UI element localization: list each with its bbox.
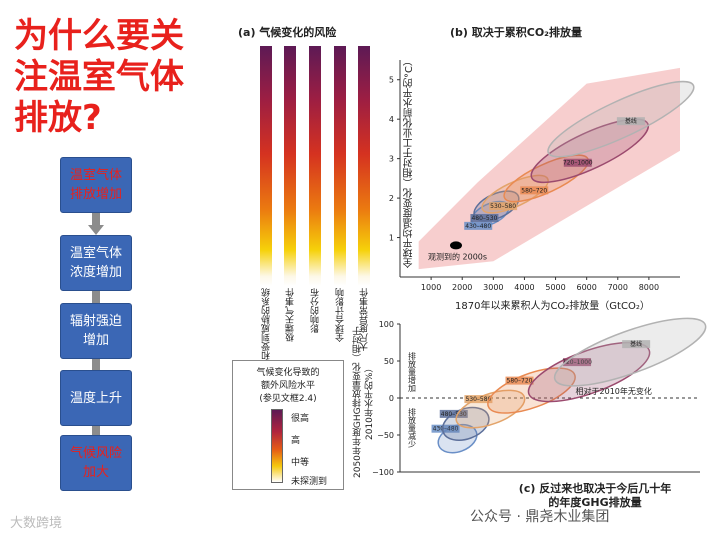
risk-bar bbox=[284, 46, 296, 286]
scenario-label: 480–530 bbox=[471, 215, 497, 222]
risk-bar bbox=[334, 46, 346, 286]
legend-level: 中等 bbox=[291, 458, 310, 468]
scenario-tag bbox=[464, 395, 493, 404]
scenario-tag bbox=[505, 376, 534, 385]
x-tick-label: 2000 bbox=[452, 283, 472, 292]
panel-c-caption-line: 的年度GHG排放量 bbox=[548, 496, 642, 509]
scenario-tag bbox=[616, 117, 645, 126]
watermark-right: 公众号 · 鼎尧木业集团 bbox=[470, 509, 610, 525]
emissions-increase-label: 排放量增加 bbox=[408, 351, 417, 393]
y-tick-label: −100 bbox=[372, 468, 394, 477]
x-tick-label: 1000 bbox=[421, 283, 441, 292]
scenario-label: 530–580 bbox=[465, 396, 491, 403]
flow-box-emissions: 温室气体排放增加 bbox=[60, 157, 132, 213]
scenario-tag bbox=[431, 424, 460, 433]
panel-b-ylabel: 全球平均温度变化（相对于工业化前水平的°C） bbox=[404, 56, 415, 268]
flow-box-risk: 气候风险加大 bbox=[60, 435, 132, 491]
panel-b-title: (b) 取决于累积CO₂排放量 bbox=[450, 26, 582, 39]
panel-c-ylabel: 2050年年度GHG排放量变化（相对于2010年水平的%） bbox=[353, 326, 375, 478]
y-tick-label: 1 bbox=[389, 234, 394, 243]
x-tick-label: 8000 bbox=[639, 283, 659, 292]
scenario-tag bbox=[470, 213, 499, 222]
flow-box-forcing: 辐射强迫增加 bbox=[60, 303, 132, 359]
scenario-label: 720–1000 bbox=[562, 359, 592, 366]
panel-c-chart: 100 50 0 −50 −100 430–480 480–530 530–580 580–72… bbox=[372, 317, 707, 477]
watermark-left: 大数跨境 bbox=[10, 516, 63, 531]
scenario-ellipse bbox=[527, 341, 651, 403]
scenario-tag bbox=[563, 358, 592, 367]
panel-c-caption-line: (c) 反过来也取决于今后几十年 bbox=[518, 482, 672, 495]
risk-label: 影响的分布 bbox=[311, 288, 321, 333]
risk-label: 全球合计影响 bbox=[336, 288, 346, 342]
x-tick-label: 3000 bbox=[483, 283, 503, 292]
scenario-label: 530–580 bbox=[490, 203, 516, 210]
y-tick-label: 50 bbox=[384, 357, 394, 366]
legend-level: 未探测到 bbox=[291, 477, 328, 487]
observed-2000s-point bbox=[450, 241, 462, 250]
panel-b-xlabel: 1870年以来累积人为CO₂排放量（GtCO₂） bbox=[455, 301, 650, 312]
emissions-decrease-label: 排放量减少 bbox=[408, 407, 417, 448]
scenario-label: 580–720 bbox=[507, 378, 533, 385]
scenario-label: 430–480 bbox=[433, 426, 459, 433]
scenario-ellipse bbox=[553, 317, 707, 387]
scenario-ellipse bbox=[487, 367, 576, 414]
flow-box-temperature: 温度上升 bbox=[60, 370, 132, 426]
no-change-label: 相对于2010年无变化 bbox=[576, 386, 652, 396]
y-tick-label: 4 bbox=[389, 115, 394, 124]
scenario-tag bbox=[464, 221, 493, 230]
risk-bar bbox=[309, 46, 321, 286]
legend-level: 高 bbox=[291, 436, 301, 446]
legend-title-line: 气候变化导致的 bbox=[256, 368, 320, 378]
page-title: 为什么要关注温室气体排放? bbox=[14, 16, 184, 138]
y-tick-label: 5 bbox=[389, 76, 394, 85]
x-tick-label: 6000 bbox=[576, 283, 596, 292]
risk-bar bbox=[358, 46, 370, 286]
scenario-label: 580–720 bbox=[521, 187, 547, 194]
panel-a-title: (a) 气候变化的风险 bbox=[238, 26, 337, 39]
y-tick-label: −50 bbox=[377, 431, 394, 440]
legend-gradient bbox=[271, 409, 283, 483]
legend-title-line: 额外风险水平 bbox=[260, 381, 315, 391]
legend-title-line: (参见文框2.4) bbox=[259, 394, 317, 404]
y-tick-label: 0 bbox=[389, 394, 394, 403]
flow-box-concentration: 温室气体浓度增加 bbox=[60, 235, 132, 291]
scenario-label: 基线 bbox=[630, 340, 642, 348]
scenario-label: 720–1000 bbox=[563, 160, 593, 167]
scenario-tag bbox=[622, 340, 651, 349]
scenario-tag bbox=[439, 409, 468, 418]
panel-c-caption: (c) 反过来也取决于今后几十年 的年度GHG排放量 bbox=[500, 482, 690, 510]
legend-level: 很高 bbox=[291, 414, 310, 424]
risk-label: 极端天气事件 bbox=[286, 288, 296, 342]
y-tick-label: 2 bbox=[389, 194, 394, 203]
y-tick-label: 100 bbox=[379, 320, 394, 329]
down-arrow-icon bbox=[88, 213, 104, 235]
x-tick-label: 4000 bbox=[514, 283, 534, 292]
x-tick-label: 5000 bbox=[545, 283, 565, 292]
scenario-label: 430–480 bbox=[465, 223, 491, 230]
y-tick-label: 3 bbox=[389, 155, 394, 164]
scenario-tag bbox=[520, 186, 549, 195]
panel-b-chart: 1000 2000 3000 4000 5000 6000 7000 8000 1 2 3 4 5 430… bbox=[389, 60, 695, 292]
scenario-label: 基线 bbox=[625, 117, 637, 125]
risk-bar bbox=[260, 46, 272, 286]
observed-2000s-label: 观测到的 2000s bbox=[428, 251, 487, 261]
x-tick-label: 7000 bbox=[608, 283, 628, 292]
scenario-tag bbox=[563, 158, 592, 167]
risk-legend: 气候变化导致的 额外风险水平 (参见文框2.4) 很高 高 中等 未探测到 bbox=[232, 360, 344, 490]
scenario-label: 480–530 bbox=[441, 411, 467, 418]
scenario-tag bbox=[489, 202, 518, 211]
